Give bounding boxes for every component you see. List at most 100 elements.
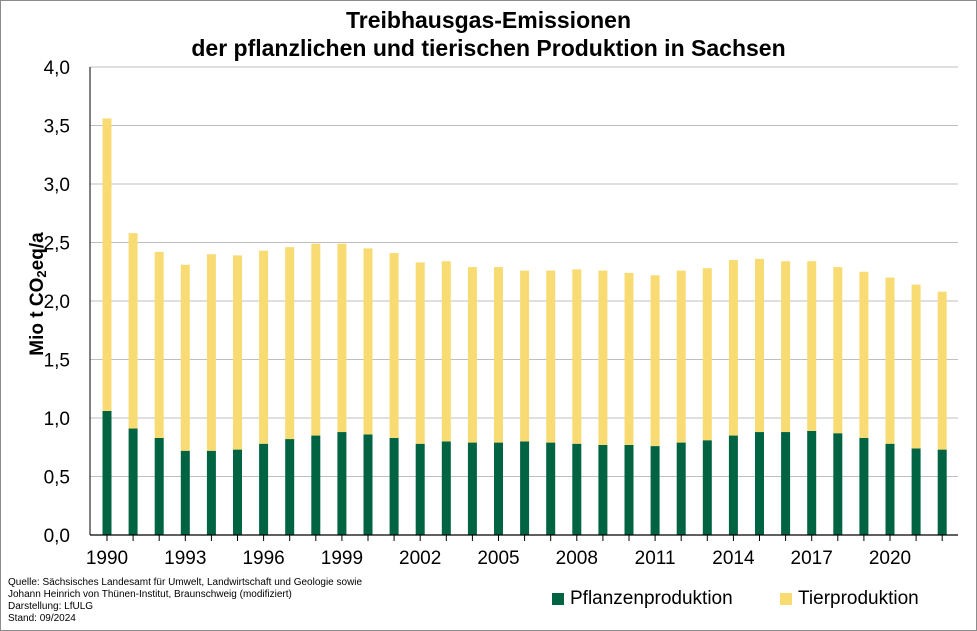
bar-tierproduktion xyxy=(233,255,242,450)
bar-tierproduktion xyxy=(285,247,295,440)
bar-pflanzenproduktion xyxy=(154,437,164,535)
y-tick-label: 0,5 xyxy=(44,468,70,489)
source-line-2: Johann Heinrich von Thünen-Institut, Bra… xyxy=(8,589,292,600)
x-tick-label: 2005 xyxy=(477,548,519,569)
bar-tierproduktion xyxy=(598,270,608,445)
y-tick-label: 1,5 xyxy=(44,351,70,372)
bar-tierproduktion xyxy=(415,262,425,444)
bar-tierproduktion xyxy=(546,270,556,443)
bar-tierproduktion xyxy=(389,253,399,438)
bar-tierproduktion xyxy=(154,251,164,438)
legend-label-tierproduktion: Tierproduktion xyxy=(798,588,919,609)
bar-tierproduktion xyxy=(728,260,738,436)
legend-item-pflanzenproduktion: Pflanzenproduktion xyxy=(552,588,733,610)
bar-tierproduktion xyxy=(572,269,582,444)
bar-tierproduktion xyxy=(755,258,764,433)
y-tick-label: 3,5 xyxy=(44,117,70,138)
bar-pflanzenproduktion xyxy=(833,433,843,535)
source-line-4: Stand: 09/2024 xyxy=(8,613,76,624)
bar-tierproduktion xyxy=(311,243,321,436)
bar-tierproduktion xyxy=(859,271,869,438)
bar-pflanzenproduktion xyxy=(337,432,347,535)
bar-tierproduktion xyxy=(807,261,817,431)
bar-tierproduktion xyxy=(781,261,791,433)
x-tick-label: 1990 xyxy=(86,548,128,569)
bar-pflanzenproduktion xyxy=(859,437,869,535)
y-tick-label: 1,0 xyxy=(44,409,70,430)
bar-pflanzenproduktion xyxy=(233,449,242,535)
bar-pflanzenproduktion xyxy=(755,432,764,535)
bar-pflanzenproduktion xyxy=(572,443,582,535)
bar-tierproduktion xyxy=(885,277,895,444)
y-tick-label: 2,0 xyxy=(44,292,70,313)
bar-tierproduktion xyxy=(833,267,843,434)
bar-tierproduktion xyxy=(676,270,686,443)
bar-pflanzenproduktion xyxy=(285,439,295,535)
x-tick-label: 1999 xyxy=(321,548,363,569)
bar-pflanzenproduktion xyxy=(441,441,451,535)
bar-pflanzenproduktion xyxy=(467,442,477,535)
bar-pflanzenproduktion xyxy=(624,444,634,535)
x-tick-label: 2011 xyxy=(635,548,676,569)
bar-pflanzenproduktion xyxy=(781,432,791,535)
bar-pflanzenproduktion xyxy=(206,450,216,535)
chart-title-line1: Treibhausgas-Emissionen xyxy=(345,7,632,33)
bar-tierproduktion xyxy=(180,264,190,451)
y-tick-label: 2,5 xyxy=(44,234,70,255)
bar-pflanzenproduktion xyxy=(911,448,921,535)
bar-pflanzenproduktion xyxy=(415,443,425,535)
source-line-3: Darstellung: LfULG xyxy=(8,601,94,612)
bar-tierproduktion xyxy=(911,284,921,449)
bar-pflanzenproduktion xyxy=(546,442,556,535)
bar-tierproduktion xyxy=(441,261,451,442)
bar-pflanzenproduktion xyxy=(885,443,895,535)
bar-pflanzenproduktion xyxy=(363,434,373,535)
bar-pflanzenproduktion xyxy=(807,430,817,535)
x-tick-label: 1993 xyxy=(164,548,206,569)
bar-pflanzenproduktion xyxy=(102,410,112,535)
legend-item-tierproduktion: Tierproduktion xyxy=(780,588,919,610)
bar-pflanzenproduktion xyxy=(520,441,530,535)
bar-tierproduktion xyxy=(206,254,216,451)
y-tick-label: 3,0 xyxy=(44,175,70,196)
legend-swatch-tierproduktion xyxy=(780,593,792,605)
x-tick-label: 2008 xyxy=(556,548,598,569)
bar-pflanzenproduktion xyxy=(650,446,660,535)
x-tick-label: 2017 xyxy=(791,548,833,569)
bar-tierproduktion xyxy=(650,275,660,447)
bar-pflanzenproduktion xyxy=(494,442,503,535)
x-tick-label: 2020 xyxy=(869,548,911,569)
bar-tierproduktion xyxy=(259,250,269,444)
bar-tierproduktion xyxy=(702,268,712,441)
bar-pflanzenproduktion xyxy=(598,444,608,535)
bar-tierproduktion xyxy=(937,291,947,450)
bar-tierproduktion xyxy=(467,267,477,443)
legend-swatch-pflanzenproduktion xyxy=(552,593,564,605)
bar-tierproduktion xyxy=(520,270,530,442)
bar-tierproduktion xyxy=(624,272,634,445)
source-note: Quelle: Sächsisches Landesamt für Umwelt… xyxy=(8,577,362,625)
bar-pflanzenproduktion xyxy=(180,450,190,535)
x-tick-label: 1996 xyxy=(242,548,284,569)
bar-tierproduktion xyxy=(102,118,112,411)
source-line-1: Quelle: Sächsisches Landesamt für Umwelt… xyxy=(8,577,363,588)
bar-tierproduktion xyxy=(337,243,347,433)
bar-pflanzenproduktion xyxy=(676,442,686,535)
legend-label-pflanzenproduktion: Pflanzenproduktion xyxy=(570,588,733,609)
bar-tierproduktion xyxy=(363,248,373,435)
bar-pflanzenproduktion xyxy=(728,435,738,535)
bar-pflanzenproduktion xyxy=(311,435,321,535)
bar-tierproduktion xyxy=(494,267,503,443)
bar-pflanzenproduktion xyxy=(702,440,712,535)
bar-pflanzenproduktion xyxy=(389,437,399,535)
y-tick-label: 0,0 xyxy=(44,526,70,547)
chart-title-line2: der pflanzlichen und tierischen Produkti… xyxy=(191,35,786,61)
bar-tierproduktion xyxy=(128,233,138,429)
x-tick-label: 2002 xyxy=(399,548,441,569)
x-tick-label: 2014 xyxy=(712,548,755,569)
y-tick-label: 4,0 xyxy=(44,58,70,79)
bar-pflanzenproduktion xyxy=(259,443,269,535)
bar-pflanzenproduktion xyxy=(128,428,138,535)
bar-pflanzenproduktion xyxy=(937,449,947,535)
